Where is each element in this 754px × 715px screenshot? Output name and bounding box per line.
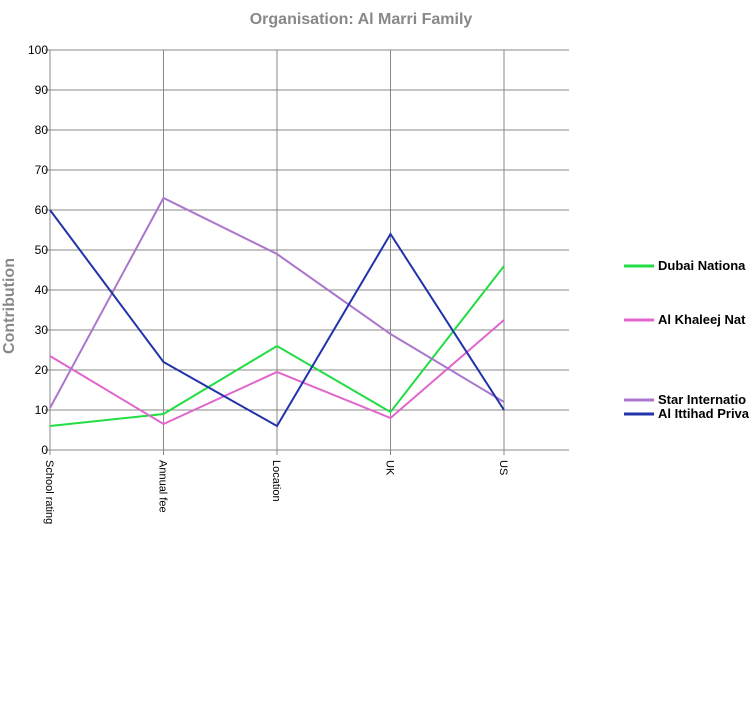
chart-title: Organisation: Al Marri Family	[250, 11, 473, 28]
y-tick-label: 90	[35, 83, 49, 97]
y-tick-label: 60	[35, 203, 49, 217]
legend-label: Dubai Nationa	[658, 258, 746, 273]
x-tick-label: US	[497, 460, 509, 475]
x-tick-label: Location	[270, 460, 282, 502]
series-line	[49, 265, 505, 427]
y-tick-label: 10	[35, 403, 49, 417]
series-line	[49, 319, 505, 426]
legend-label: Al Ittihad Priva	[658, 406, 750, 421]
series-line	[49, 209, 505, 428]
y-tick-label: 20	[35, 363, 49, 377]
y-tick-label: 100	[28, 43, 48, 57]
legend: Dubai Nationa Al Khaleej Nat Star Internat…	[624, 258, 750, 421]
tick-labels: 0 10 20 30 40 50 60 70 80 90 100 School rating Annua…	[28, 43, 509, 524]
y-tick-label: 80	[35, 123, 49, 137]
y-tick-label: 40	[35, 283, 49, 297]
legend-label: Al Khaleej Nat	[658, 312, 746, 327]
series-line	[49, 196, 505, 409]
y-tick-label: 0	[41, 443, 48, 457]
y-tick-label: 30	[35, 323, 49, 337]
legend-label: Star Internatio	[658, 392, 746, 407]
y-axis-label: Contribution	[1, 258, 18, 354]
x-tick-label: School rating	[43, 460, 55, 524]
series-lines	[49, 196, 505, 428]
y-tick-label: 50	[35, 243, 49, 257]
y-tick-label: 70	[35, 163, 49, 177]
x-tick-label: UK	[384, 460, 396, 476]
x-tick-label: Annual fee	[157, 460, 169, 513]
